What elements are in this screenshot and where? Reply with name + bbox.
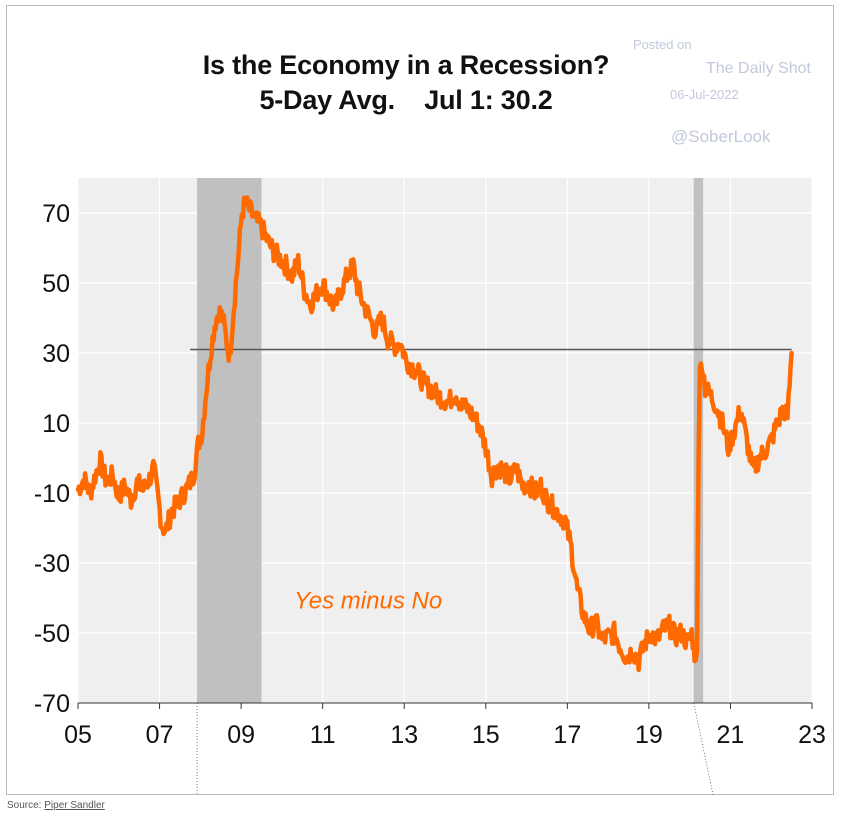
watermark-posted: Posted on <box>633 37 692 52</box>
chart-title: Is the Economy in a Recession? <box>202 50 610 80</box>
source-note: Source: Piper Sandler <box>7 800 105 811</box>
series-line <box>75 195 794 673</box>
y-tick-label: 30 <box>42 340 70 368</box>
x-tick-label: 17 <box>553 721 581 749</box>
y-tick-label: -50 <box>34 620 70 648</box>
guide-line <box>693 702 714 796</box>
x-tick-label: 05 <box>64 721 92 749</box>
recession-guide-lines <box>196 702 714 796</box>
x-tick-label: 13 <box>390 721 418 749</box>
watermark-date: 06-Jul-2022 <box>670 87 739 102</box>
x-axis: 05 07 09 11 13 15 17 19 21 23 <box>64 702 826 749</box>
x-tick-label: 23 <box>798 721 826 749</box>
x-tick-label: 09 <box>227 721 255 749</box>
x-tick-label: 19 <box>635 721 663 749</box>
y-tick-label: -30 <box>34 550 70 578</box>
x-tick-label: 21 <box>717 721 745 749</box>
y-tick-label: 10 <box>42 410 70 438</box>
y-tick-label: 70 <box>42 200 70 228</box>
y-tick-label: -70 <box>34 690 70 718</box>
x-tick-label: 07 <box>146 721 174 749</box>
source-link[interactable]: Piper Sandler <box>44 800 105 811</box>
x-tick-label: 11 <box>310 721 336 749</box>
series-annotation: Yes minus No <box>294 588 442 615</box>
x-tick-label: 15 <box>472 721 500 749</box>
recession-band <box>197 178 262 703</box>
y-axis: 70 50 30 10 -10 -30 -50 -70 <box>34 200 70 718</box>
watermark-handle: @SoberLook <box>671 127 771 146</box>
y-tick-label: 50 <box>42 270 70 298</box>
y-tick-label: -10 <box>34 480 70 508</box>
source-label: Source: <box>7 800 45 811</box>
chart-subtitle: 5-Day Avg. Jul 1: 30.2 <box>259 85 553 115</box>
watermark-publication: The Daily Shot <box>706 60 811 77</box>
